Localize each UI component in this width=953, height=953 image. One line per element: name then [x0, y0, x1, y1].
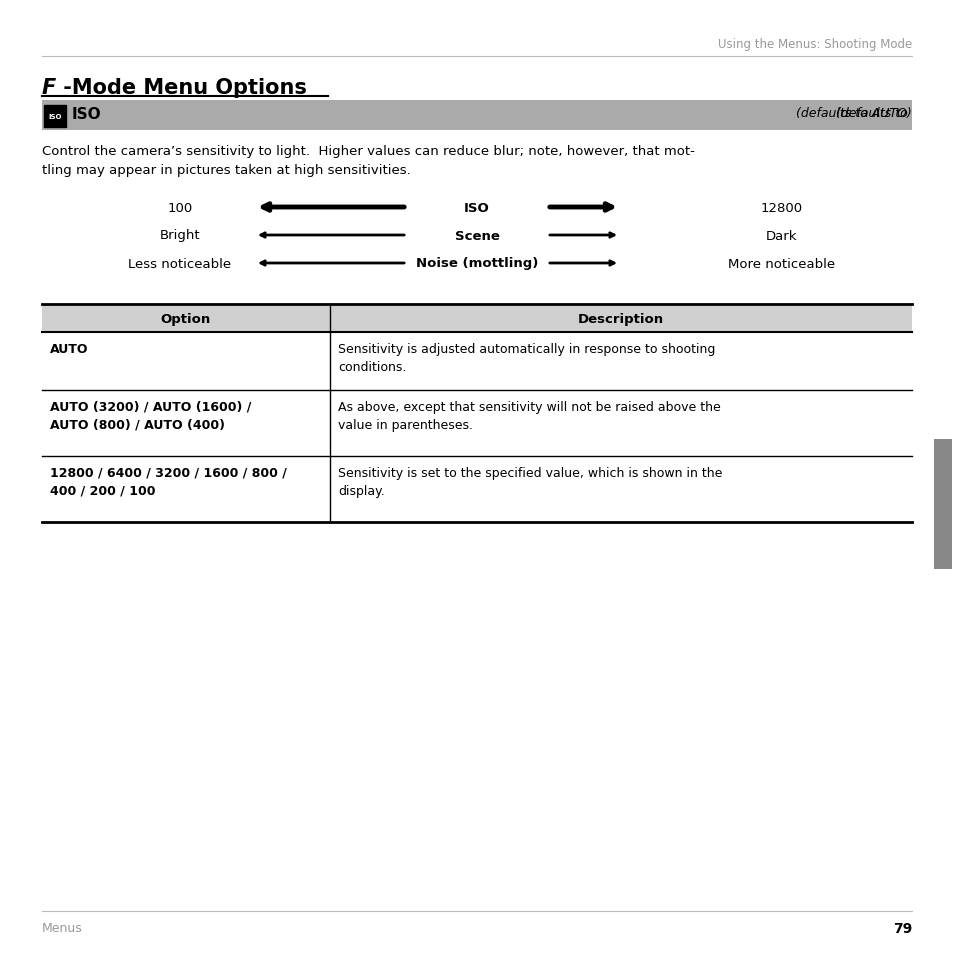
Bar: [42, 101, 911, 131]
Text: More noticeable: More noticeable: [728, 257, 835, 271]
Text: Dark: Dark: [765, 230, 797, 242]
Text: As above, except that sensitivity will not be raised above the
value in parenthe: As above, except that sensitivity will n…: [337, 400, 720, 432]
Text: Menus: Menus: [42, 921, 83, 934]
Text: ISO: ISO: [49, 113, 62, 120]
Text: Using the Menus: Shooting Mode: Using the Menus: Shooting Mode: [717, 38, 911, 51]
Text: Description: Description: [578, 313, 663, 326]
Text: 12800: 12800: [760, 201, 802, 214]
Text: Option: Option: [161, 313, 211, 326]
Bar: [933, 439, 951, 569]
Text: ISO: ISO: [464, 201, 489, 214]
Text: Less noticeable: Less noticeable: [129, 257, 232, 271]
Bar: [44, 106, 66, 128]
Bar: [42, 305, 911, 333]
Text: Sensitivity is set to the specified value, which is shown in the
display.: Sensitivity is set to the specified valu…: [337, 467, 721, 497]
Text: (defaults to: (defaults to: [836, 107, 911, 120]
Text: AUTO (3200) / AUTO (1600) /
AUTO (800) / AUTO (400): AUTO (3200) / AUTO (1600) / AUTO (800) /…: [50, 400, 251, 432]
Text: -Mode Menu Options: -Mode Menu Options: [56, 78, 307, 98]
Text: AUTO: AUTO: [50, 343, 89, 355]
Text: Sensitivity is adjusted automatically in response to shooting
conditions.: Sensitivity is adjusted automatically in…: [337, 343, 715, 374]
Text: Control the camera’s sensitivity to light.  Higher values can reduce blur; note,: Control the camera’s sensitivity to ligh…: [42, 145, 694, 177]
Text: 100: 100: [167, 201, 193, 214]
Text: Noise (mottling): Noise (mottling): [416, 257, 537, 271]
Text: Scene: Scene: [454, 230, 499, 242]
Text: Bright: Bright: [159, 230, 200, 242]
Text: 79: 79: [892, 921, 911, 935]
Text: 12800 / 6400 / 3200 / 1600 / 800 /
400 / 200 / 100: 12800 / 6400 / 3200 / 1600 / 800 / 400 /…: [50, 467, 287, 497]
Text: (defaults to AUTO): (defaults to AUTO): [796, 107, 911, 120]
Text: ISO: ISO: [71, 107, 102, 122]
Text: F: F: [42, 78, 56, 98]
